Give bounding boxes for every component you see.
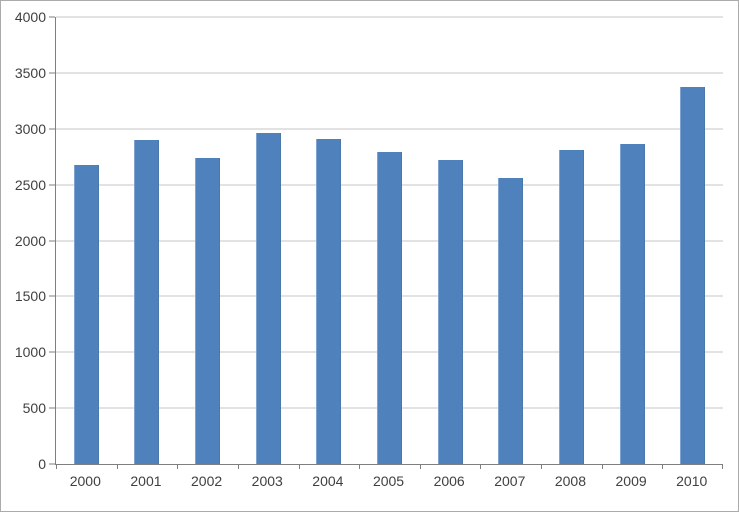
x-axis-label-2008: 2008 [554, 473, 587, 489]
y-axis-tick-500 [49, 407, 55, 409]
x-axis-label-2009: 2009 [615, 473, 647, 489]
x-axis-tick-0 [56, 464, 57, 469]
x-axis-tick-3 [237, 464, 239, 469]
y-axis-label-3500: 3500 [14, 64, 46, 81]
x-axis-label-2003: 2003 [251, 473, 283, 489]
y-axis-tick-0 [49, 463, 55, 465]
x-axis-tick-1 [116, 464, 118, 469]
bar-2010[interactable] [680, 87, 706, 464]
bar-slot-2002 [177, 17, 238, 464]
bar-slot-2009 [602, 17, 663, 464]
bar-2000[interactable] [73, 164, 99, 464]
y-axis-tick-2000 [49, 240, 55, 241]
bar-2006[interactable] [437, 160, 463, 464]
bar-2002[interactable] [195, 157, 221, 464]
y-axis-tick-1000 [49, 351, 55, 353]
x-axis-labels: 2000 2001 2002 2003 2004 2005 2006 2007 2008 2009… [55, 472, 722, 490]
y-axis-tick-2500 [49, 184, 55, 186]
y-axis-tick-3000 [49, 128, 55, 130]
y-axis-label-1500: 1500 [14, 288, 46, 305]
y-axis-label-0: 0 [38, 456, 46, 472]
x-axis-label-2002: 2002 [191, 473, 223, 489]
x-axis-tick-8 [541, 464, 543, 469]
y-axis-tick-3500 [49, 72, 55, 74]
y-axis-label-2000: 2000 [14, 232, 46, 249]
x-axis-label-2001: 2001 [130, 473, 162, 489]
x-axis-label-2010: 2010 [676, 473, 708, 489]
x-axis-tick-10 [662, 464, 664, 469]
bar-2007[interactable] [498, 177, 524, 464]
gridline-3000 [56, 128, 723, 130]
y-axis-label-4000: 4000 [14, 9, 46, 25]
bar-slot-2003 [238, 17, 299, 464]
bar-2003[interactable] [255, 133, 281, 464]
bar-series [56, 17, 723, 464]
bar-slot-2006 [420, 17, 481, 464]
bar-2009[interactable] [619, 144, 645, 464]
x-axis-label-2004: 2004 [312, 473, 344, 489]
x-axis-label-2005: 2005 [372, 473, 405, 489]
x-axis-tick-9 [601, 464, 603, 469]
gridline-3500 [56, 72, 723, 74]
bar-slot-2008 [541, 17, 602, 464]
bar-slot-2010 [662, 17, 723, 464]
y-axis-label-500: 500 [22, 400, 46, 417]
x-axis-tick-11 [722, 464, 723, 469]
y-axis-tick-1500 [49, 295, 55, 297]
y-axis-tick-4000 [49, 16, 55, 18]
y-axis-label-2500: 2500 [14, 176, 46, 193]
bar-2005[interactable] [377, 152, 403, 464]
x-axis-tick-7 [480, 464, 482, 469]
y-axis-label-1000: 1000 [14, 344, 46, 361]
bar-slot-2004 [299, 17, 360, 464]
bar-2001[interactable] [134, 139, 160, 464]
bar-2008[interactable] [558, 149, 584, 464]
plot-area [49, 16, 723, 469]
x-axis-label-2006: 2006 [433, 473, 465, 489]
gridline-4000 [56, 16, 723, 18]
bar-slot-2001 [117, 17, 178, 464]
x-axis-tick-5 [359, 464, 361, 469]
bar-slot-2007 [480, 17, 541, 464]
x-axis-tick-2 [177, 464, 179, 469]
bar-slot-2005 [359, 17, 420, 464]
x-axis-tick-4 [298, 464, 300, 469]
x-axis-tick-6 [419, 464, 421, 469]
x-axis-label-2000: 2000 [69, 473, 101, 489]
bar-2004[interactable] [316, 138, 342, 464]
x-axis-label-2007: 2007 [494, 473, 526, 489]
y-axis-label-3000: 3000 [14, 120, 46, 137]
bar-slot-2000 [56, 17, 117, 464]
